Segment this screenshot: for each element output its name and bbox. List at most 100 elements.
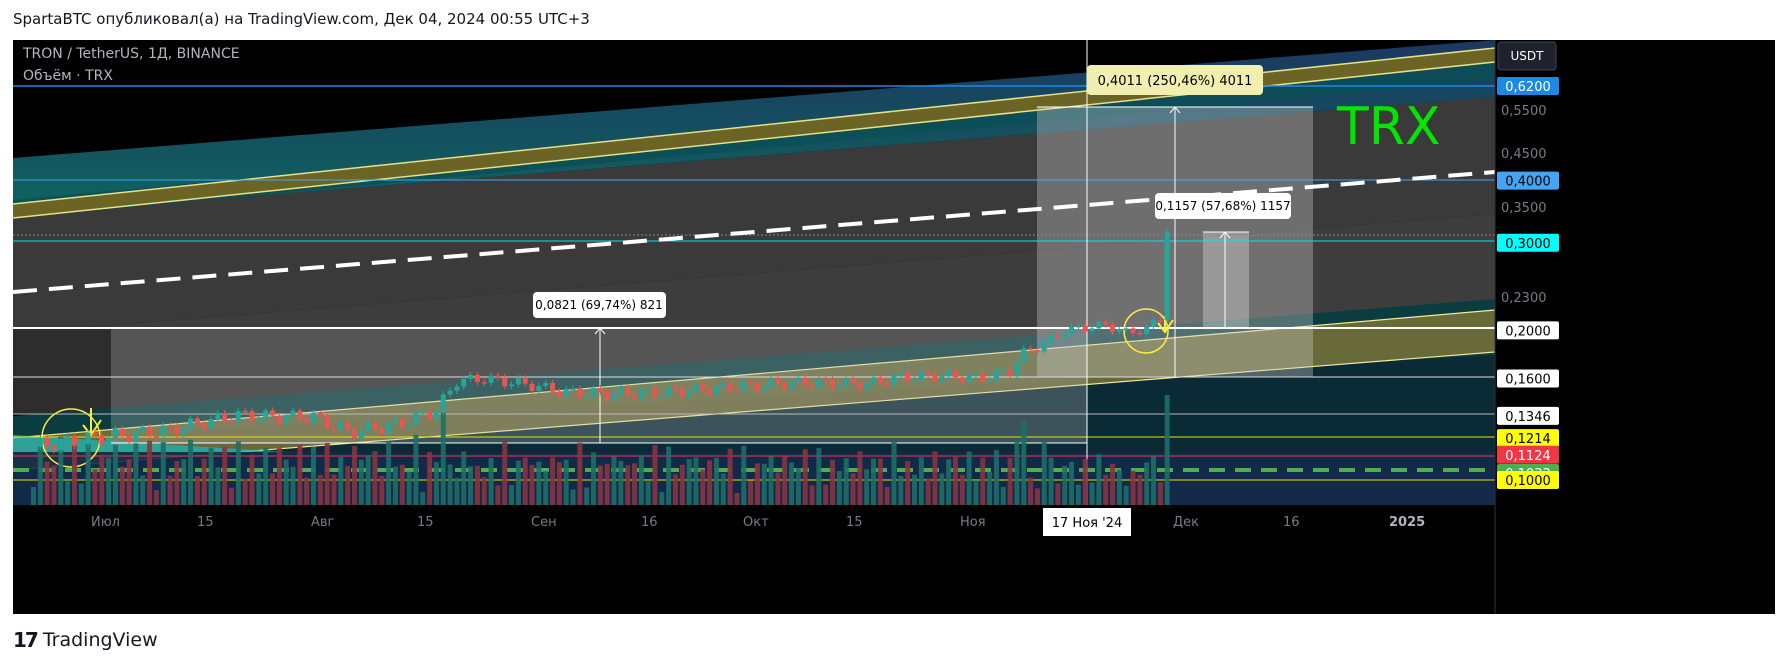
candle-body — [99, 435, 105, 445]
volume-bar — [802, 449, 808, 505]
volume-bar — [1103, 474, 1109, 505]
candle-body — [802, 377, 808, 386]
time-axis[interactable]: Июл 15 Авг 15 Сен 16 Окт 15 Ноя Дек 16 2… — [91, 508, 1425, 536]
volume-bar — [358, 459, 364, 505]
candle-body — [734, 390, 740, 393]
candle-body — [830, 379, 836, 388]
candle-body — [331, 427, 337, 430]
price-badge: 0,1000 — [1497, 471, 1559, 489]
price-badge: 0,6200 — [1497, 77, 1559, 95]
price-axis[interactable]: 0,5500 0,4500 0,3500 0,2300 0,6200 0,4000… — [1497, 77, 1559, 489]
candle-body — [727, 382, 733, 391]
price-badge: 0,4000 — [1497, 171, 1559, 190]
volume-bar — [283, 459, 289, 505]
candle-body — [78, 444, 84, 446]
volume-bar — [795, 468, 801, 505]
volume-bar — [570, 489, 576, 505]
candle-body — [304, 418, 310, 423]
candle-body — [604, 392, 610, 400]
price-tick: 0,4500 — [1501, 147, 1547, 162]
price-chart[interactable]: TRON / TetherUS, 1Д, BINANCE Объём · TRX… — [13, 40, 1775, 614]
candle-body — [392, 419, 398, 424]
volume-bar — [659, 491, 665, 505]
volume-bar — [140, 475, 146, 505]
volume-bar — [741, 445, 747, 505]
candle-body — [85, 432, 91, 445]
volume-bar — [618, 460, 624, 505]
candle-body — [153, 436, 159, 438]
candle-body — [816, 379, 822, 388]
volume-bar — [563, 459, 569, 505]
volume-bar — [304, 477, 310, 505]
chart-pane[interactable]: TRON / TetherUS, 1Д, BINANCE Объём · TRX… — [13, 40, 1775, 614]
volume-bar — [58, 436, 64, 505]
volume-bar — [1082, 458, 1088, 505]
price-badge-bg — [1497, 171, 1559, 190]
candle-body — [570, 388, 576, 391]
volume-bar — [789, 462, 795, 505]
candle-body — [625, 387, 631, 395]
candle-body — [550, 382, 556, 392]
candle-body — [1110, 324, 1116, 332]
candle-body — [911, 379, 917, 382]
candle-body — [611, 393, 617, 400]
candle-body — [297, 410, 303, 419]
volume-bar — [126, 459, 132, 505]
candle-body — [1130, 328, 1136, 334]
price-badge: 0,2000 — [1497, 321, 1559, 340]
currency-button-label[interactable]: USDT — [1511, 49, 1545, 63]
volume-bar — [1055, 483, 1061, 505]
volume-bar — [30, 487, 36, 505]
volume-bar — [959, 474, 965, 505]
candle-body — [119, 428, 125, 436]
candle-body — [748, 382, 754, 384]
measurement-text-2: 0,4011 (250,46%) 4011 — [1098, 74, 1253, 89]
price-badge-label: 0,1600 — [1505, 373, 1551, 388]
candle-body — [447, 390, 453, 395]
time-tick: 15 — [197, 515, 214, 530]
volume-bar — [993, 449, 999, 505]
candle-body — [754, 382, 760, 391]
volume-bar — [379, 475, 385, 505]
candle-body — [324, 414, 330, 428]
candle-body — [645, 388, 651, 391]
candle-body — [980, 373, 986, 382]
volume-bar — [918, 457, 924, 505]
volume-bar — [631, 463, 637, 505]
time-tick: Сен — [531, 515, 557, 530]
time-tick: 16 — [1283, 515, 1300, 530]
candle-body — [399, 419, 405, 427]
candle-body — [1082, 325, 1088, 332]
candle-body — [222, 413, 228, 421]
volume-bar — [1062, 465, 1068, 505]
currency-button[interactable]: USDT — [1497, 41, 1557, 71]
volume-bar — [946, 459, 952, 505]
volume-bar — [686, 459, 692, 505]
candle-body — [454, 386, 460, 391]
volume-bar — [1000, 486, 1006, 505]
tradingview-footer[interactable]: 17 TradingView — [13, 628, 158, 652]
volume-bar — [550, 457, 556, 505]
candle-body — [789, 381, 795, 390]
candle-body — [495, 375, 501, 378]
price-badge-bg — [1497, 471, 1559, 489]
volume-bar — [515, 460, 521, 505]
candle-body — [372, 422, 378, 430]
volume-bar — [208, 447, 214, 505]
candle-body — [51, 446, 57, 451]
volume-bar — [720, 473, 726, 505]
candle-body — [1048, 335, 1054, 343]
price-tick: 0,3500 — [1501, 201, 1547, 216]
volume-bar — [488, 457, 494, 505]
candle-body — [194, 418, 200, 424]
volume-bar — [297, 445, 303, 505]
volume-bar — [338, 456, 344, 505]
crosshair-date-label: 17 Ноя '24 — [1052, 516, 1122, 531]
candle-body — [693, 384, 699, 392]
volume-bar — [174, 460, 180, 505]
candle-body — [468, 374, 474, 380]
candle-body — [652, 388, 658, 397]
crosshair-date-box — [1043, 508, 1131, 536]
volume-bar — [939, 473, 945, 505]
volume-bar — [638, 455, 644, 505]
